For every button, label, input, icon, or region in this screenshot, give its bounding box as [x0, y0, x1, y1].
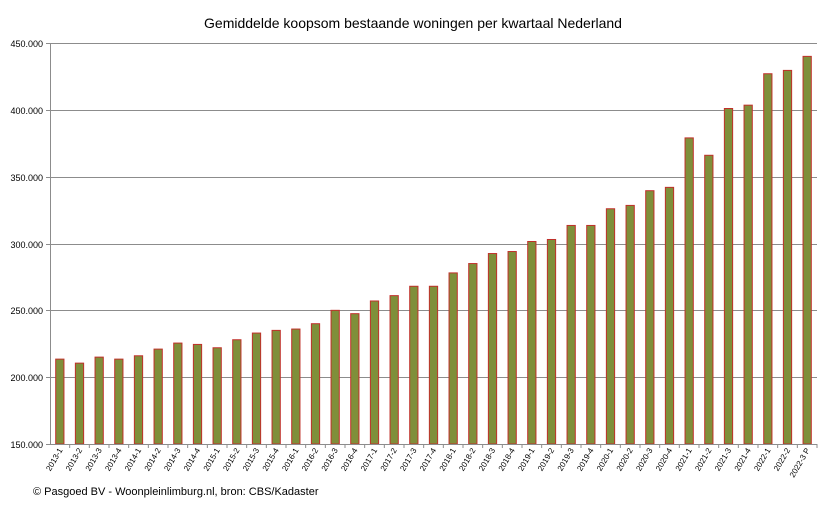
x-tick-label: 2017-2: [379, 446, 400, 473]
bar: [153, 348, 163, 445]
bar: [684, 137, 694, 445]
x-tick-label: 2016-1: [280, 446, 301, 473]
bar: [605, 208, 616, 445]
bar: [369, 300, 380, 445]
bar: [527, 241, 537, 445]
x-tick-label: 2021-3: [713, 446, 734, 473]
bar: [645, 190, 655, 445]
y-tick-label: 200.000: [10, 373, 43, 383]
bar: [173, 342, 183, 445]
y-tick-label: 350.000: [10, 173, 43, 183]
y-tick-label: 450.000: [10, 39, 43, 49]
x-tick-label: 2019-1: [516, 446, 537, 473]
x-tick-label: 2020-1: [595, 446, 616, 473]
x-tick-label: 2014-2: [143, 446, 164, 473]
x-tick-label: 2014-4: [182, 446, 203, 473]
bar: [291, 328, 301, 445]
x-tick-label: 2022-2: [772, 446, 793, 473]
y-tick-label: 250.000: [10, 306, 43, 316]
bar: [114, 358, 124, 445]
bar: [330, 309, 340, 445]
x-tick-label: 2020-2: [615, 446, 636, 473]
bar: [664, 186, 675, 445]
bar: [192, 343, 203, 445]
bar: [310, 323, 321, 445]
x-tick-labels: 2013-1 2013-2 2013-3 2013-4 2014-1 2014-2 2014…: [44, 446, 812, 479]
x-tick-label: 2014-3: [162, 446, 183, 473]
x-tick-label: 2019-3: [556, 446, 577, 473]
x-tick-label: 2013-2: [64, 446, 85, 473]
x-tick-label: 2019-2: [536, 446, 557, 473]
y-tick-label: 400.000: [10, 106, 43, 116]
x-tick-label: 2017-3: [398, 446, 419, 473]
bars: [55, 55, 812, 445]
bar: [389, 295, 399, 445]
bar: [546, 238, 557, 445]
x-tick-label: 2018-3: [477, 446, 498, 473]
y-tick-labels: 150.000 200.000 250.000 300.000 350.000 400.0…: [10, 39, 43, 450]
bar: [625, 204, 635, 445]
x-tick-label: 2015-2: [221, 446, 242, 473]
x-tick-label: 2015-3: [241, 446, 262, 473]
x-tick-label: 2015-1: [202, 446, 223, 473]
x-tick-label: 2016-2: [300, 446, 321, 473]
x-tick-label: 2021-4: [733, 446, 754, 473]
bar: [586, 224, 596, 445]
x-tick-label: 2016-4: [339, 446, 360, 473]
x-tick-label: 2015-4: [261, 446, 282, 473]
bar: [94, 356, 104, 445]
bar: [723, 108, 734, 445]
x-tick-label: 2017-1: [359, 446, 380, 473]
x-tick-label: 2018-2: [457, 446, 478, 473]
bar: [566, 224, 576, 445]
bar: [743, 104, 753, 445]
y-tick-label: 300.000: [10, 240, 43, 250]
bar: [468, 263, 478, 445]
bar: [55, 358, 65, 445]
bar: [212, 347, 222, 445]
bar: [448, 272, 458, 445]
bar: [133, 355, 144, 445]
bar: [782, 69, 793, 445]
bar: [802, 55, 812, 445]
bar: [704, 154, 714, 445]
chart-title: Gemiddelde koopsom bestaande woningen pe…: [204, 15, 622, 31]
x-tick-label: 2019-4: [575, 446, 596, 473]
x-tick-label: 2022-1: [752, 446, 773, 473]
x-tick-label: 2013-1: [44, 446, 65, 473]
bar: [487, 253, 498, 445]
bar: [350, 313, 360, 445]
bar: [251, 332, 262, 445]
x-tick-label: 2021-2: [693, 446, 714, 473]
bar: [763, 73, 773, 445]
y-tick-label: 150.000: [10, 440, 43, 450]
x-tick-label: 2018-1: [438, 446, 459, 473]
bar: [74, 362, 85, 445]
bar: [271, 329, 281, 445]
x-tick-label: 2020-4: [654, 446, 675, 473]
x-tick-label: 2020-3: [634, 446, 655, 473]
bar: [232, 339, 242, 445]
source-footer: © Pasgoed BV - Woonpleinlimburg.nl, bron…: [33, 486, 319, 498]
bar: [409, 285, 419, 445]
x-tick-label: 2017-4: [418, 446, 439, 473]
axes: [46, 43, 818, 448]
bar: [507, 251, 517, 445]
x-tick-label: 2021-1: [674, 446, 695, 473]
bar: [428, 285, 439, 445]
x-tick-label: 2013-4: [103, 446, 124, 473]
x-tick-label: 2018-4: [497, 446, 518, 473]
x-tick-label: 2013-3: [84, 446, 105, 473]
x-tick-label: 2016-3: [320, 446, 341, 473]
x-tick-label: 2014-1: [123, 446, 144, 473]
